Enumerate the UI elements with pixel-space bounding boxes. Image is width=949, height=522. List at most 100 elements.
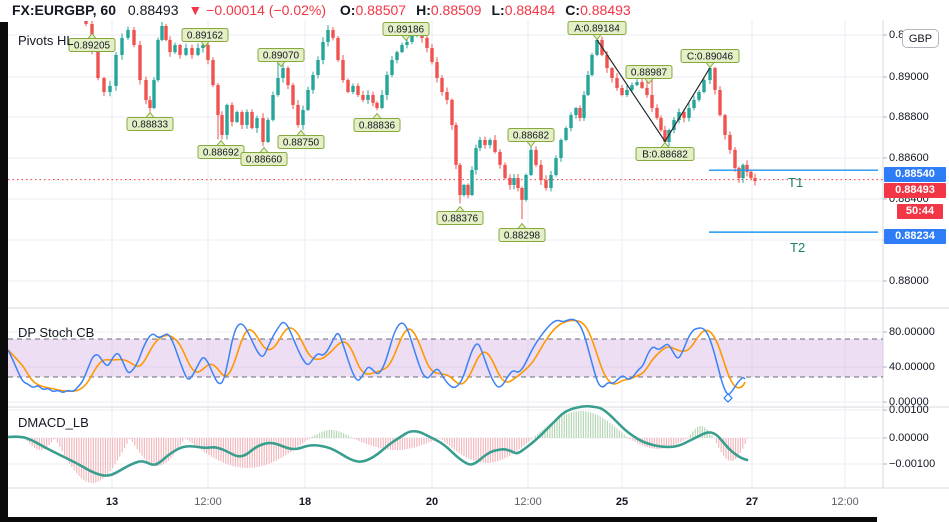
pivot-label: 0.89205 bbox=[68, 32, 116, 52]
stoch-scale-label: 80.00000 bbox=[889, 326, 935, 338]
price-scale-label: 0.88800 bbox=[889, 111, 929, 123]
candle-body bbox=[687, 107, 691, 118]
candle-body bbox=[488, 139, 492, 146]
candle-body bbox=[356, 85, 360, 96]
indicator-title-pivots-hl[interactable]: Pivots HL bbox=[18, 33, 74, 48]
pivot-label: 0.88692 bbox=[197, 139, 245, 159]
candle-body bbox=[549, 175, 553, 188]
candle-body bbox=[493, 139, 497, 152]
candle-body bbox=[728, 134, 732, 150]
macd-scale-label: 0.00100 bbox=[889, 404, 929, 416]
candle-body bbox=[749, 171, 753, 179]
ohlc-key: H: bbox=[416, 2, 431, 18]
candle-body bbox=[650, 95, 654, 108]
ohlc-value: 0.88484 bbox=[504, 2, 556, 18]
candle-body bbox=[196, 48, 200, 55]
target-label-t2: T2 bbox=[790, 240, 805, 255]
pivot-label: 0.89186 bbox=[382, 22, 430, 42]
candle-body bbox=[586, 74, 590, 96]
candle-body bbox=[291, 85, 295, 105]
candle-body bbox=[635, 82, 639, 86]
pivot-label: C:0.89046 bbox=[680, 49, 740, 69]
candle-body bbox=[520, 187, 524, 200]
time-label-hour: 12:00 bbox=[194, 496, 222, 508]
pivot-value: B:0.88682 bbox=[642, 150, 688, 161]
pivot-pointer-icon bbox=[704, 62, 716, 69]
candlestick-series bbox=[84, 21, 757, 220]
indicator-title-dmacd-lb[interactable]: DMACD_LB bbox=[18, 415, 89, 430]
candle-body bbox=[385, 74, 389, 96]
symbol-name[interactable]: FX:EURGBP, 60 bbox=[12, 2, 116, 18]
candle-body bbox=[255, 118, 259, 129]
candle-body bbox=[524, 175, 528, 200]
candle-body bbox=[178, 45, 182, 55]
last-price: 0.88493 bbox=[127, 2, 179, 18]
candle-body bbox=[440, 78, 444, 92]
pivot-label: 0.88750 bbox=[277, 129, 325, 149]
candle-body bbox=[753, 178, 757, 182]
candle-body bbox=[733, 149, 737, 168]
pivot-value: 0.89186 bbox=[388, 25, 425, 36]
pivot-label: 0.89162 bbox=[181, 28, 229, 48]
candle-body bbox=[470, 169, 474, 196]
candle-body bbox=[466, 184, 470, 196]
candle-body bbox=[184, 48, 188, 55]
pivot-box bbox=[257, 48, 305, 62]
candle-body bbox=[544, 180, 548, 188]
ohlc-key: O: bbox=[339, 2, 356, 18]
candle-body bbox=[160, 25, 164, 40]
candle-body bbox=[240, 112, 244, 125]
stoch-scale-label: 0.00000 bbox=[889, 396, 929, 408]
pivot-pointer-icon bbox=[400, 35, 412, 42]
candle-body bbox=[321, 41, 325, 60]
pivot-value: 0.89162 bbox=[187, 31, 224, 42]
pivot-pointer-icon bbox=[295, 129, 307, 136]
candle-body bbox=[713, 68, 717, 90]
candle-body bbox=[610, 68, 614, 79]
pivot-label: 0.88987 bbox=[625, 65, 673, 85]
candle-body bbox=[640, 82, 644, 88]
candle-body bbox=[306, 89, 310, 111]
candle-body bbox=[405, 41, 409, 46]
candle-body bbox=[148, 100, 152, 108]
pivot-box bbox=[277, 135, 325, 149]
pivot-label: 0.88836 bbox=[353, 112, 401, 132]
time-label-day: 18 bbox=[298, 496, 312, 508]
candle-body bbox=[445, 91, 449, 100]
currency-toggle-button[interactable]: GBP bbox=[902, 29, 939, 48]
candle-body bbox=[508, 178, 512, 185]
time-label-day: 27 bbox=[745, 496, 759, 508]
candle-body bbox=[590, 54, 594, 75]
candle-body bbox=[132, 30, 136, 46]
candle-body bbox=[120, 37, 124, 55]
candle-body bbox=[574, 107, 578, 116]
candle-body bbox=[286, 68, 290, 86]
stoch-scale-label: 40.00000 bbox=[889, 361, 935, 373]
pivot-box bbox=[181, 28, 229, 42]
candle-body bbox=[173, 45, 177, 53]
pivot-label: 0.88833 bbox=[126, 111, 174, 131]
candle-body bbox=[578, 107, 582, 118]
candle-body bbox=[326, 30, 330, 42]
price-scale-label: 0.88000 bbox=[889, 275, 929, 287]
candle-body bbox=[430, 48, 434, 63]
pivot-box bbox=[126, 117, 174, 131]
candle-body bbox=[569, 115, 573, 129]
pivot-box bbox=[567, 21, 627, 35]
indicator-title-dp-stoch-cb[interactable]: DP Stoch CB bbox=[18, 325, 95, 340]
candle-body bbox=[201, 45, 205, 49]
candle-body bbox=[595, 39, 599, 55]
price-scale-label: 0.88600 bbox=[889, 152, 929, 164]
candle-body bbox=[138, 45, 142, 81]
pivot-value: 0.88833 bbox=[132, 120, 169, 131]
candle-body bbox=[351, 85, 355, 92]
time-label-day: 13 bbox=[105, 496, 119, 508]
candle-body bbox=[331, 30, 335, 38]
ohlc-value: 0.88493 bbox=[580, 2, 631, 18]
candle-body bbox=[114, 54, 118, 86]
candle-body bbox=[266, 119, 270, 143]
target-label-t1: T1 bbox=[788, 175, 803, 190]
price-change: ▼ −0.00014 (−0.02%) bbox=[188, 2, 327, 18]
candle-body bbox=[454, 124, 458, 165]
